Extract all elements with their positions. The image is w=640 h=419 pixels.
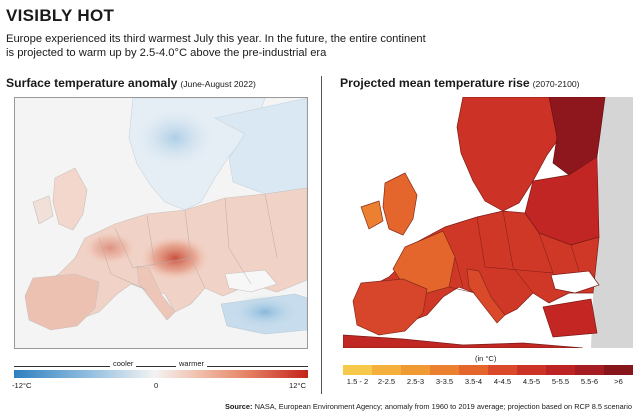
projection-nodata (591, 97, 633, 348)
anomaly-panel-title: Surface temperature anomaly (June-August … (6, 76, 256, 90)
projection-period: (2070-2100) (532, 79, 580, 89)
infographic-title: VISIBLY HOT (6, 6, 115, 25)
legend-arrow-line (14, 366, 308, 367)
projection-legend: (in °C) 1.5 - 2 2-2.5 2.5-3 3-3.5 3.5-4 4-4.5… (343, 354, 633, 394)
legend-swatch-label: 5.5-6 (580, 377, 599, 386)
anomaly-hotspot-west (84, 232, 136, 264)
legend-mid-label: 0 (154, 381, 159, 390)
anomaly-black-sea (224, 269, 278, 293)
legend-swatch (343, 365, 372, 375)
subtitle-line-2: is projected to warm up by 2.5-4.0°C abo… (6, 47, 327, 59)
projection-britain (382, 172, 418, 236)
legend-swatch (575, 365, 604, 375)
source-label: Source: (224, 402, 253, 411)
projection-unit-label: (in °C) (475, 354, 497, 363)
projection-title-text: Projected mean temperature rise (340, 76, 530, 90)
legend-swatch (546, 365, 575, 375)
legend-swatch (430, 365, 459, 375)
legend-swatch (401, 365, 430, 375)
legend-warmer-label: warmer (176, 359, 208, 368)
anomaly-color-scale (14, 370, 308, 378)
projection-turkey (542, 298, 598, 338)
legend-swatch (372, 365, 401, 375)
anomaly-map-graphic (15, 98, 307, 348)
panel-divider (321, 76, 322, 394)
anomaly-borders (98, 193, 278, 291)
legend-swatch-label: 4-4.5 (493, 377, 512, 386)
projection-iberia (352, 278, 428, 336)
projection-map-graphic (343, 97, 633, 348)
legend-min-label: -12°C (12, 381, 32, 390)
legend-max-label: 12°C (289, 381, 306, 390)
infographic-subtitle: Europe experienced its third warmest Jul… (6, 32, 626, 60)
projection-color-scale (343, 365, 633, 375)
legend-swatch (459, 365, 488, 375)
anomaly-iberia (24, 273, 100, 331)
projection-panel-title: Projected mean temperature rise (2070-210… (340, 76, 580, 90)
projection-map (343, 97, 633, 348)
source-note: Source: NASA, European Environment Agenc… (225, 402, 632, 411)
legend-swatch (604, 365, 633, 375)
anomaly-title-text: Surface temperature anomaly (6, 76, 178, 90)
anomaly-coldspot-north (135, 108, 215, 168)
legend-swatch-label: 4.5-5 (522, 377, 541, 386)
legend-swatch (488, 365, 517, 375)
projection-france (392, 230, 456, 294)
source-text: NASA, European Environment Agency; anoma… (254, 402, 632, 411)
legend-swatch-label: 2-2.5 (377, 377, 396, 386)
projection-ireland (360, 200, 384, 230)
legend-swatch-label: 3.5-4 (464, 377, 483, 386)
anomaly-britain (52, 167, 88, 231)
legend-swatch-label: 3-3.5 (435, 377, 454, 386)
legend-cooler-label: cooler (110, 359, 137, 368)
projection-scale-labels: 1.5 - 2 2-2.5 2.5-3 3-3.5 3.5-4 4-4.5 4.5-5 5-5… (343, 377, 633, 386)
projection-north-africa (343, 334, 584, 348)
anomaly-legend: cooler warmer -12°C 0 12°C (12, 356, 308, 396)
legend-swatch-label: 1.5 - 2 (346, 377, 369, 386)
anomaly-hotspot (141, 236, 209, 280)
anomaly-period: (June-August 2022) (180, 79, 256, 89)
anomaly-ireland (32, 195, 54, 225)
anomaly-finland-russia (214, 98, 307, 195)
projection-borders (448, 210, 580, 294)
legend-swatch (517, 365, 546, 375)
subtitle-line-1: Europe experienced its third warmest Jul… (6, 33, 426, 45)
legend-swatch-label: 5-5.5 (551, 377, 570, 386)
anomaly-map (14, 97, 308, 349)
legend-swatch-label: >6 (614, 377, 623, 386)
anomaly-coldspot-turkey (229, 294, 301, 330)
projection-italy (466, 268, 506, 324)
projection-black-sea (550, 270, 600, 294)
legend-swatch-label: 2.5-3 (406, 377, 425, 386)
